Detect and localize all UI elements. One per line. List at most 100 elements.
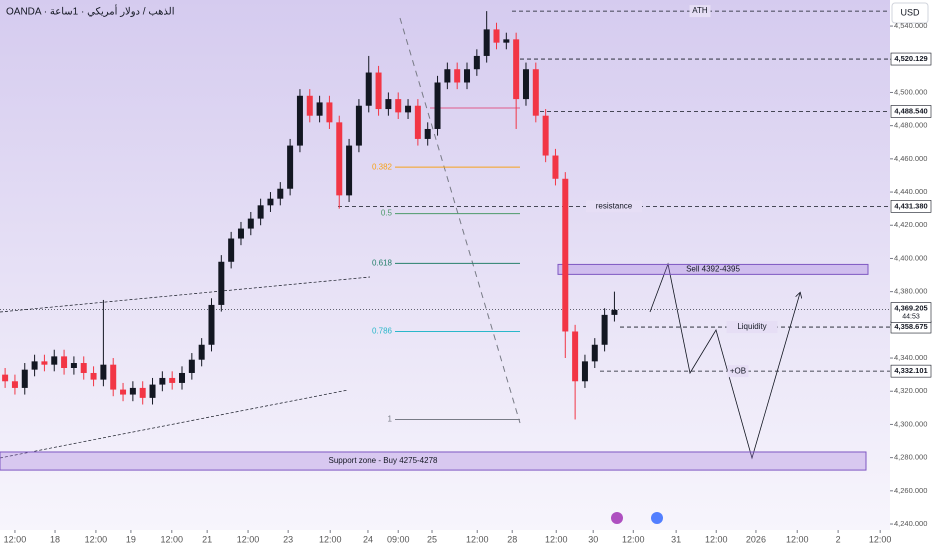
y-tick-label: 4,440.000 [894,187,927,196]
candle-body [316,102,323,116]
candle-body [267,198,274,206]
candle-body [581,361,588,382]
candle-body [522,69,529,100]
candle-body [110,364,117,390]
x-tick-label: 2026 [746,534,766,544]
label-bg [727,365,749,378]
candle-body [2,374,9,382]
candle-body [591,344,598,362]
zone-label: Support zone - Buy 4275-4278 [329,456,439,465]
plot-background [0,0,890,530]
candle-body [100,364,107,380]
y-tick-label: 4,400.000 [894,253,927,262]
trendline [0,389,349,459]
x-tick-label: 18 [50,534,60,544]
price-tag-label: 4,332.101 [894,366,927,375]
candle-body [179,372,186,383]
candle-body [90,372,97,380]
level-label: +OB [730,366,746,375]
current-price-tag [890,302,932,323]
candle-body [601,314,608,345]
candle-body [473,55,480,70]
x-tick-label: 19 [126,534,136,544]
candle-body [434,82,441,129]
y-tick-label: 4,340.000 [894,353,927,362]
x-tick-label: 12:00 [237,534,260,544]
event-icon[interactable] [651,512,663,524]
candle-body [149,384,156,398]
candle-body [169,377,176,383]
price-tag-label: 4,520.129 [894,54,927,63]
x-tick-label: 31 [671,534,681,544]
countdown: 44:53 [902,313,920,320]
label-bg [586,200,642,213]
candle-body [552,155,559,179]
y-tick-label: 4,500.000 [894,87,927,96]
current-price-label: 4,369.205 [894,304,927,313]
candle-body [336,122,343,196]
fib-label: 0.786 [372,327,393,336]
x-tick-label: 25 [427,534,437,544]
x-tick-label: 12:00 [161,534,184,544]
candle-body [611,309,618,315]
y-tick-label: 4,460.000 [894,154,927,163]
candle-body [483,29,490,56]
price-axis [890,0,932,550]
x-tick-label: 2 [836,534,841,544]
candle-body [562,178,569,332]
x-tick-label: 12:00 [319,534,342,544]
x-tick-label: 23 [283,534,293,544]
candle-body [31,361,38,370]
candle-body [61,356,68,368]
x-tick-label: 28 [507,534,517,544]
candle-body [365,72,372,106]
candle-body [188,359,195,373]
y-tick-label: 4,540.000 [894,21,927,30]
candle-body [346,145,353,196]
fib-diagonal [399,17,521,424]
fib-label: 0.618 [372,259,393,268]
symbol-title: OANDA · الذهب / دولار أمريكي · 1ساعة [6,5,175,18]
y-tick-label: 4,420.000 [894,220,927,229]
candle-body [306,95,313,116]
x-tick-label: 12:00 [4,534,27,544]
candle-body [454,69,461,83]
price-tag-label: 4,358.675 [894,322,927,331]
label-bg [689,5,711,18]
candle-body [129,387,136,395]
time-axis [0,530,890,550]
currency-button[interactable] [891,2,929,24]
candle-body [228,238,235,262]
candle-body [503,39,510,43]
candle-body [21,369,28,388]
x-tick-label: 12:00 [545,534,568,544]
x-tick-label: 12:00 [466,534,489,544]
candle-body [237,228,244,239]
x-tick-label: 12:00 [705,534,728,544]
x-tick-label: 12:00 [786,534,809,544]
candle-body [395,99,402,113]
price-tag [890,200,932,213]
label-bg [726,321,778,334]
candle-body [542,115,549,156]
x-tick-label: 12:00 [869,534,892,544]
level-label: resistance [596,201,633,210]
candle-body [218,261,225,305]
price-tag-label: 4,488.540 [894,106,927,115]
candle-body [247,218,254,229]
level-label: ATH [692,6,708,15]
x-tick-label: 09:00 [387,534,410,544]
candle-body [257,205,264,219]
y-tick-label: 4,300.000 [894,419,927,428]
candle-body [355,105,362,146]
y-tick-label: 4,380.000 [894,287,927,296]
x-tick-label: 12:00 [622,534,645,544]
x-tick-label: 21 [202,534,212,544]
candle-body [70,363,77,368]
y-tick-label: 4,480.000 [894,121,927,130]
candle-body [80,363,87,373]
event-icon[interactable] [611,512,623,524]
fib-label: 1 [388,415,393,424]
candle-body [326,102,333,123]
